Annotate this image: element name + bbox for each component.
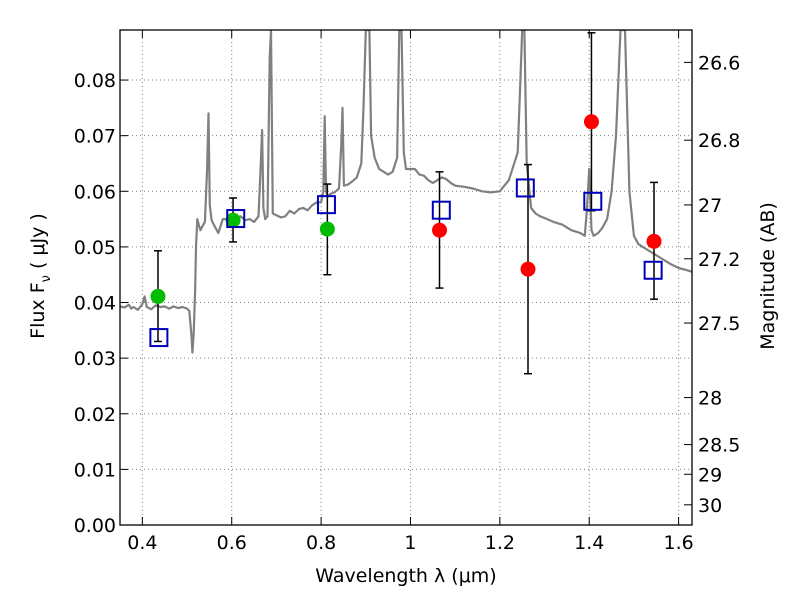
mag-tick-label: 30 <box>698 495 722 517</box>
green-data-point <box>225 212 241 228</box>
y-axis-title-unit: ( μJy ) <box>27 213 49 275</box>
blue-square-point <box>226 209 246 229</box>
x-tick-label: 1.2 <box>485 532 515 554</box>
x-tick-label: 0.4 <box>127 532 157 554</box>
mag-tick-label: 26.6 <box>698 52 740 74</box>
red-data-point <box>432 222 448 238</box>
y-tick-label: 0.01 <box>74 459 116 481</box>
red-data-point <box>646 233 662 249</box>
mag-tick-label: 27 <box>698 195 722 217</box>
y-axis-title: Flux Fν ( μJy ) <box>27 213 54 339</box>
green-data-point <box>150 288 166 304</box>
blue-square-point <box>316 195 336 215</box>
mag-tick-label: 28.5 <box>698 435 740 457</box>
x-tick-label: 1.6 <box>663 532 693 554</box>
red-data-point <box>583 114 599 130</box>
y-tick-label: 0.00 <box>74 515 116 537</box>
x-tick-label: 0.8 <box>306 532 336 554</box>
mag-tick-label: 28 <box>698 388 722 410</box>
blue-square-point <box>583 191 603 211</box>
red-data-point <box>520 261 536 277</box>
spectrum-layer <box>120 30 692 354</box>
green-data-point <box>319 221 335 237</box>
y-tick-label: 0.05 <box>74 237 116 259</box>
y-tick-label: 0.07 <box>74 126 116 148</box>
y-axis-title-main: Flux F <box>27 282 49 338</box>
x-tick-label: 1 <box>404 532 416 554</box>
blue-square-point <box>431 200 451 220</box>
y-tick-label: 0.04 <box>74 293 116 315</box>
x-tick-label: 0.6 <box>217 532 247 554</box>
spectrum-line <box>120 30 692 354</box>
mag-tick-label: 27.5 <box>698 313 740 335</box>
y-tick-label: 0.06 <box>74 181 116 203</box>
plot-frame <box>119 29 693 526</box>
grid-layer <box>120 30 692 526</box>
y-axis-title-subscript: ν <box>39 275 54 282</box>
blue-square-point <box>149 328 169 348</box>
y-tick-label: 0.02 <box>74 404 116 426</box>
points-layer <box>149 32 663 375</box>
y-tick-label: 0.08 <box>74 70 116 92</box>
right-axis-title: Magnitude (AB) <box>757 202 779 350</box>
mag-tick-label: 26.8 <box>698 130 740 152</box>
blue-square-point <box>515 178 535 198</box>
ticks-layer: 0.4 0.6 0.8 1 1.2 1.4 1.6 0.00 0.01 0.02 0.03 0.04 0… <box>74 30 740 554</box>
y-tick-label: 0.03 <box>74 348 116 370</box>
blue-square-point <box>643 260 663 280</box>
x-tick-label: 1.4 <box>574 532 604 554</box>
x-axis-title: Wavelength λ (μm) <box>315 565 496 587</box>
mag-tick-label: 27.2 <box>698 249 740 271</box>
mag-tick-label: 29 <box>698 464 722 486</box>
